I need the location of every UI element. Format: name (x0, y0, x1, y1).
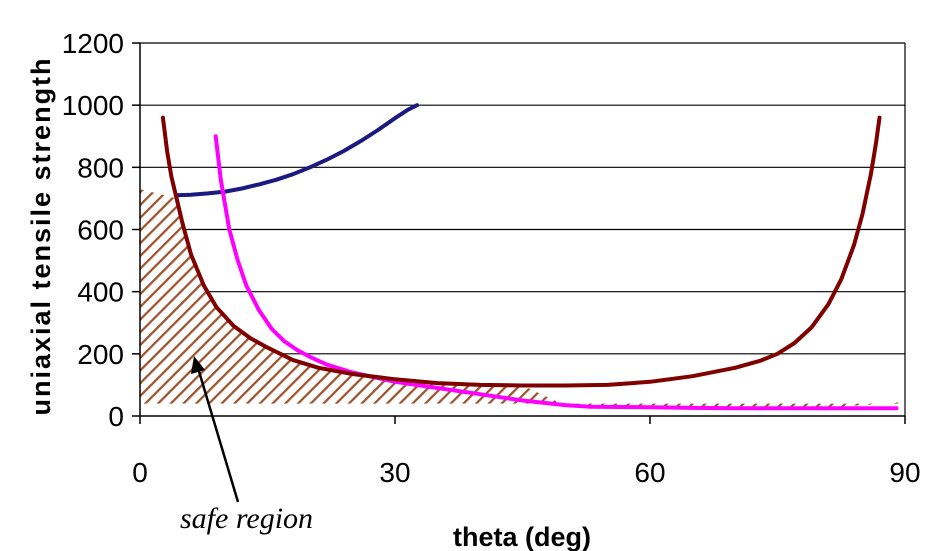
x-tick-label-60: 60 (634, 457, 665, 488)
x-axis-title: theta (deg) (453, 522, 591, 551)
series-group (160, 103, 899, 411)
axes (132, 42, 906, 424)
y-tick-label-400: 400 (77, 277, 124, 308)
safe-region (140, 189, 905, 409)
safe-region-arrowhead (191, 356, 205, 374)
y-tick-label-0: 0 (108, 401, 124, 432)
safe-region-arrow-line (196, 367, 240, 503)
y-tick-label-1000: 1000 (62, 90, 124, 121)
y-tick-label-800: 800 (77, 152, 124, 183)
y-tick-label-1200: 1200 (62, 28, 124, 59)
x-tick-label-0: 0 (132, 457, 148, 488)
grid (140, 42, 905, 355)
series-line-navy-curve (174, 103, 420, 198)
x-tick-label-30: 30 (379, 457, 410, 488)
tick-labels: 0 200 400 600 800 1000 1200 0 30 60 90 (62, 28, 921, 488)
safe-region-group (140, 189, 905, 409)
x-tick-label-90: 90 (889, 457, 920, 488)
y-tick-label-200: 200 (77, 339, 124, 370)
series-line-maroon-curve (160, 115, 882, 388)
y-axis-title: uniaxial tensile strength (26, 56, 56, 415)
safe-region-label: safe region (180, 502, 313, 535)
y-tick-label-600: 600 (77, 215, 124, 246)
